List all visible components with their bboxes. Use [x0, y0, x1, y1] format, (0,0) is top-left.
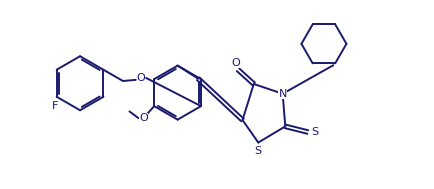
Text: S: S	[311, 127, 318, 137]
Text: O: O	[232, 58, 240, 68]
Text: O: O	[139, 113, 148, 123]
Text: N: N	[279, 89, 287, 99]
Text: S: S	[255, 146, 262, 156]
Text: F: F	[52, 101, 58, 111]
Text: O: O	[137, 73, 145, 83]
